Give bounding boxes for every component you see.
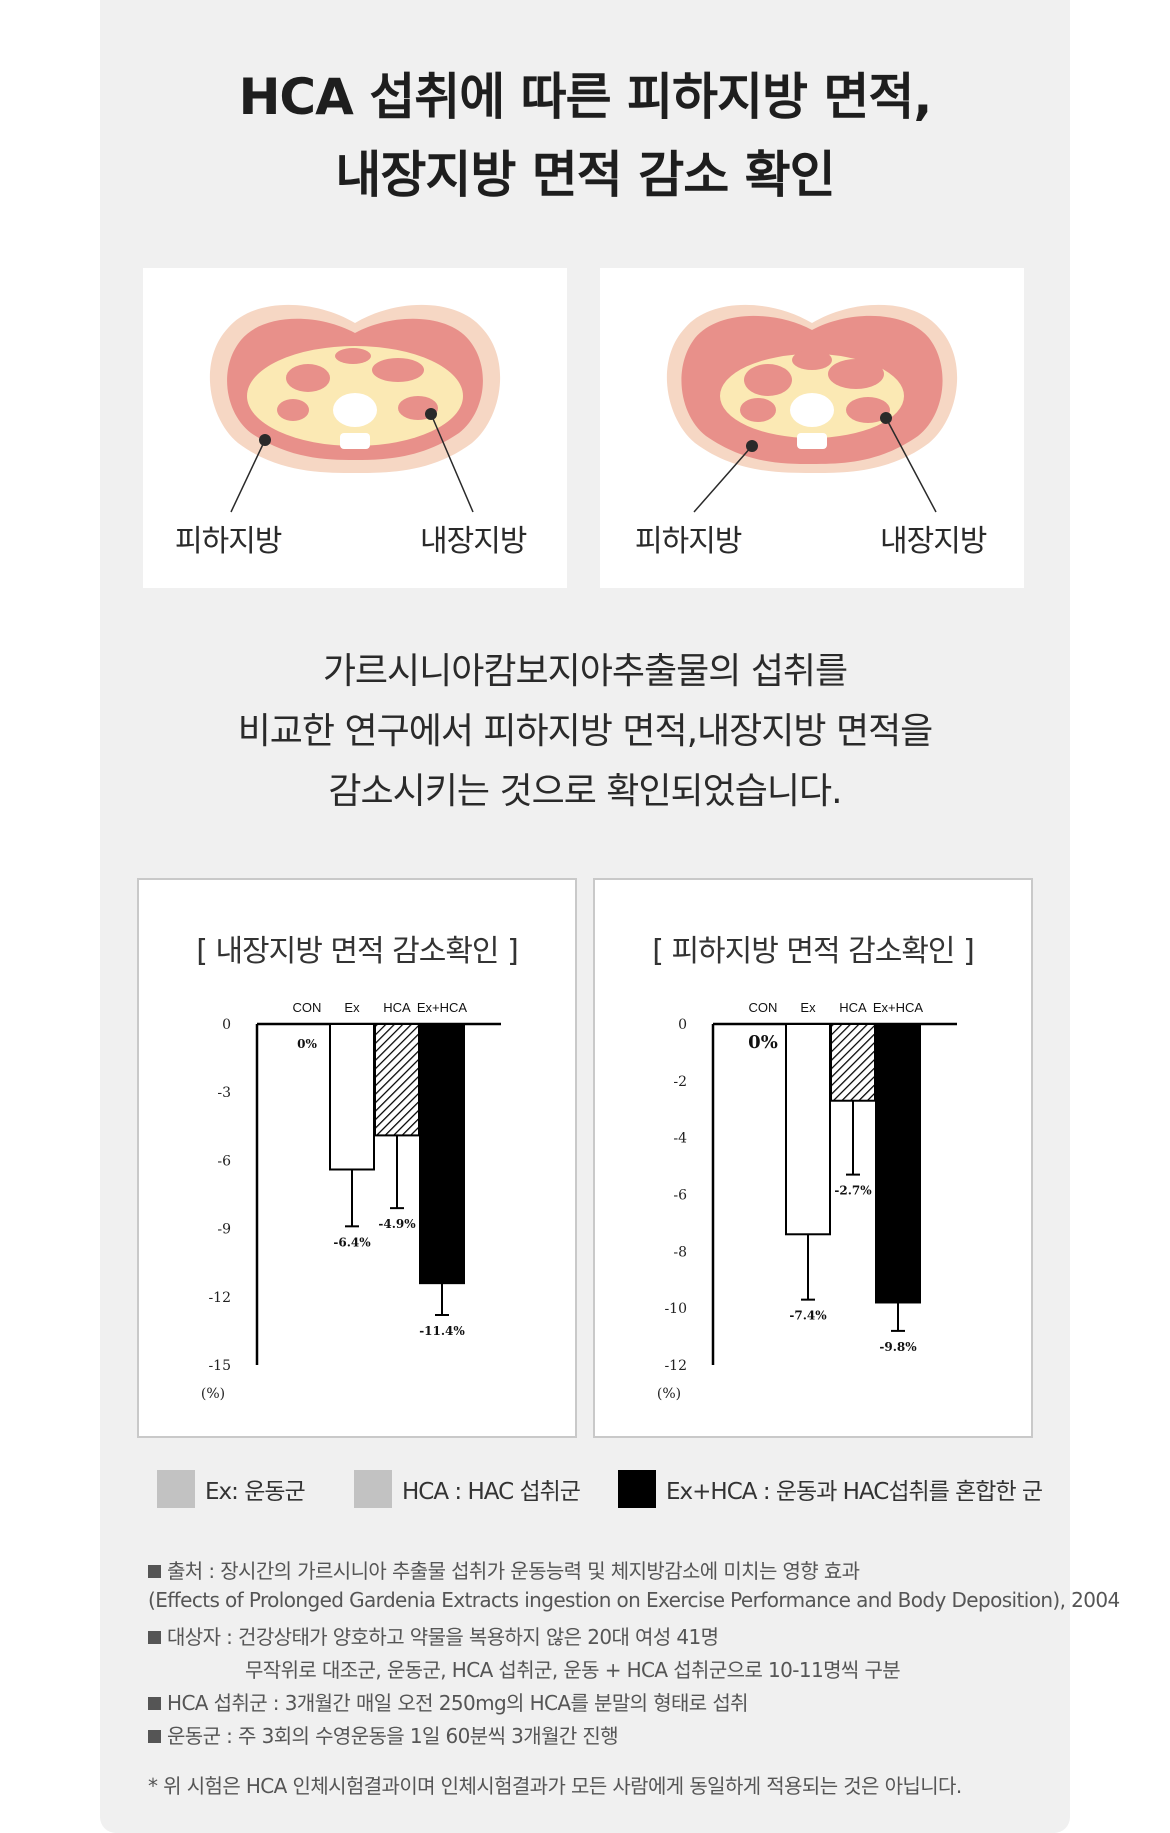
bullet-square-icon bbox=[148, 1631, 161, 1644]
ct-scan-illustration-after bbox=[666, 304, 958, 513]
bar-Ex bbox=[329, 1023, 375, 1171]
note-hca-group: HCA 섭취군 : 3개월간 매일 오전 250mg의 HCA를 분말의 형태로… bbox=[148, 1687, 749, 1716]
subcutaneous-fat-chart-title: [ 피하지방 면적 감소확인 ] bbox=[652, 934, 975, 969]
note-hca-group-text: HCA 섭취군 : 3개월간 매일 오전 250mg의 HCA를 분말의 형태로… bbox=[167, 1691, 749, 1715]
y-tick-label: -12 bbox=[208, 1290, 231, 1306]
y-tick-label: -10 bbox=[664, 1301, 687, 1317]
y-tick-label: -8 bbox=[673, 1244, 687, 1260]
note-subjects-text: 대상자 : 건강상태가 양호하고 약물을 복용하지 않은 20대 여성 41명 bbox=[167, 1625, 719, 1649]
y-unit-label: (%) bbox=[657, 1386, 681, 1402]
data-label: -7.4% bbox=[789, 1309, 827, 1323]
data-label: 0% bbox=[297, 1037, 317, 1051]
category-label: Ex bbox=[344, 1000, 360, 1015]
legend-swatch-hca bbox=[354, 1470, 392, 1508]
description-line3: 감소시키는 것으로 확인되었습니다. bbox=[328, 771, 842, 812]
y-tick-label: -9 bbox=[217, 1222, 231, 1238]
subcutaneous-fat-chart-card: [ 피하지방 면적 감소확인 ] 0 -2 -4 -6 -8 -10 -12 (%) CON 0%… bbox=[593, 878, 1033, 1438]
bar-HCA bbox=[374, 1023, 420, 1137]
note-exercise-group-text: 운동군 : 주 3회의 수영운동을 1일 60분씩 3개월간 진행 bbox=[167, 1724, 619, 1748]
label-subcutaneous-fat-after: 피하지방 bbox=[635, 524, 742, 559]
label-subcutaneous-fat-before: 피하지방 bbox=[175, 524, 282, 559]
y-tick-label: -4 bbox=[673, 1131, 687, 1147]
note-subjects-detail: 무작위로 대조군, 운동군, HCA 섭취군, 운동 + HCA 섭취군으로 1… bbox=[245, 1658, 901, 1682]
bar-Ex+HCA bbox=[875, 1023, 921, 1304]
bullet-square-icon bbox=[148, 1730, 161, 1743]
ct-scan-card-before bbox=[143, 268, 567, 588]
label-visceral-fat-after: 내장지방 bbox=[880, 524, 987, 559]
legend-text-ex-hca: Ex+HCA : 운동과 HAC섭취를 혼합한 군 bbox=[666, 1479, 1043, 1505]
category-label: Ex bbox=[800, 1000, 816, 1015]
y-tick-label: -12 bbox=[664, 1358, 687, 1374]
bullet-square-icon bbox=[148, 1697, 161, 1710]
description-line1: 가르시니아캄보지아추출물의 섭취를 bbox=[322, 651, 848, 692]
category-label: HCA bbox=[839, 1000, 867, 1015]
y-unit-label: (%) bbox=[201, 1386, 225, 1402]
bar-chart-0: 0 -3 -6 -9 -12 -15 (%) CON 0% Ex -6.4% HCA -4.9% Ex+H… bbox=[201, 1000, 501, 1402]
y-tick-label: -6 bbox=[673, 1188, 687, 1204]
page-title-line2: 내장지방 면적 감소 확인 bbox=[335, 146, 835, 204]
y-tick-label: 0 bbox=[222, 1017, 231, 1033]
y-tick-label: 0 bbox=[678, 1017, 687, 1033]
bar-Ex bbox=[785, 1023, 831, 1236]
legend-text-hca: HCA : HAC 섭취군 bbox=[402, 1479, 581, 1505]
y-tick-label: -2 bbox=[673, 1074, 687, 1090]
legend-text-ex: Ex: 운동군 bbox=[205, 1479, 306, 1505]
data-label: -4.9% bbox=[378, 1217, 416, 1231]
category-label: Ex+HCA bbox=[873, 1000, 924, 1015]
legend-swatch-ex-hca bbox=[618, 1470, 656, 1508]
visceral-fat-chart-title: [ 내장지방 면적 감소확인 ] bbox=[196, 934, 519, 969]
page-title-line1: HCA 섭취에 따른 피하지방 면적, bbox=[238, 68, 933, 126]
data-label: -9.8% bbox=[879, 1340, 917, 1354]
description-line2: 비교한 연구에서 피하지방 면적,내장지방 면적을 bbox=[237, 711, 934, 752]
category-label: HCA bbox=[383, 1000, 411, 1015]
data-label: -6.4% bbox=[333, 1235, 371, 1249]
data-label: 0% bbox=[748, 1032, 778, 1053]
ct-scan-card-after bbox=[600, 268, 1024, 588]
visceral-fat-chart-card: [ 내장지방 면적 감소확인 ] 0 -3 -6 -9 -12 -15 (%) CON 0% Ex… bbox=[137, 878, 577, 1438]
note-disclaimer: * 위 시험은 HCA 인체시험결과이며 인체시험결과가 모든 사람에게 동일하… bbox=[148, 1774, 962, 1798]
y-tick-label: -3 bbox=[217, 1085, 231, 1101]
note-source-text: 출처 : 장시간의 가르시니아 추출물 섭취가 운동능력 및 체지방감소에 미치… bbox=[167, 1559, 860, 1583]
note-source: 출처 : 장시간의 가르시니아 추출물 섭취가 운동능력 및 체지방감소에 미치… bbox=[148, 1555, 860, 1584]
data-label: -2.7% bbox=[834, 1184, 872, 1198]
label-visceral-fat-before: 내장지방 bbox=[420, 524, 527, 559]
y-tick-label: -15 bbox=[208, 1358, 231, 1374]
note-subjects: 대상자 : 건강상태가 양호하고 약물을 복용하지 않은 20대 여성 41명 bbox=[148, 1621, 719, 1650]
legend-swatch-ex bbox=[157, 1470, 195, 1508]
bar-HCA bbox=[830, 1023, 876, 1102]
note-source-en: (Effects of Prolonged Gardenia Extracts … bbox=[148, 1588, 1120, 1612]
category-label: Ex+HCA bbox=[417, 1000, 468, 1015]
category-label: CON bbox=[293, 1000, 322, 1015]
bullet-square-icon bbox=[148, 1565, 161, 1578]
data-label: -11.4% bbox=[419, 1324, 465, 1338]
bar-Ex+HCA bbox=[419, 1023, 465, 1285]
ct-scan-illustration-before bbox=[209, 304, 501, 513]
y-tick-label: -6 bbox=[217, 1153, 231, 1169]
category-label: CON bbox=[749, 1000, 778, 1015]
note-exercise-group: 운동군 : 주 3회의 수영운동을 1일 60분씩 3개월간 진행 bbox=[148, 1720, 619, 1749]
bar-chart-1: 0 -2 -4 -6 -8 -10 -12 (%) CON 0% Ex -7.4% HCA -2.7% Ex… bbox=[657, 1000, 957, 1402]
